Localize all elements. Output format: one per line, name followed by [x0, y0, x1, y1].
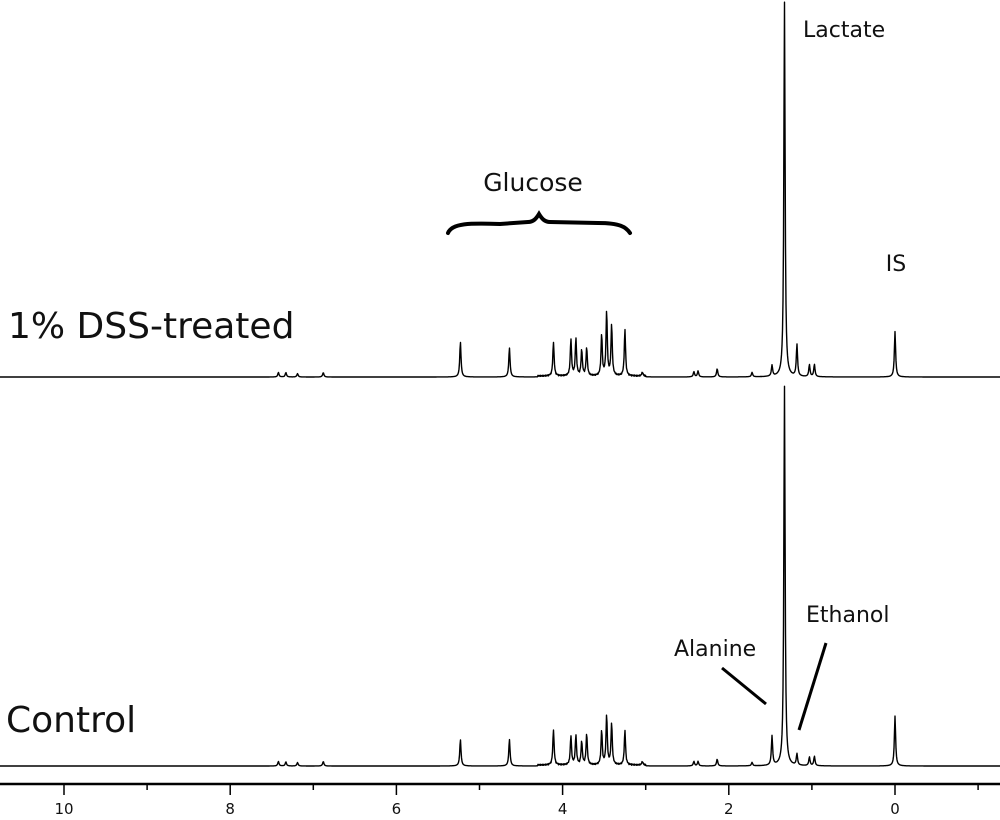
x-tick-label-6: 6: [392, 800, 402, 818]
x-axis-ticks: 10 8 6 4 2 0: [54, 784, 979, 818]
series-label-dss-treated: 1% DSS-treated: [8, 306, 294, 347]
series-label-control: Control: [6, 700, 136, 741]
annotation-lactate: Lactate: [803, 18, 885, 43]
series-line-control: [0, 385, 1000, 767]
ethanol-pointer: [797, 642, 828, 731]
glucose-brace: [446, 210, 632, 235]
alanine-pointer: [721, 666, 767, 706]
annotation-is: IS: [886, 252, 906, 277]
x-tick-label-0: 0: [890, 800, 900, 818]
x-tick-label-2: 2: [724, 800, 734, 818]
x-tick-label-10: 10: [54, 800, 73, 818]
series-line-dss-treated: [0, 1, 1000, 378]
x-tick-label-8: 8: [225, 800, 235, 818]
annotation-ethanol: Ethanol: [806, 603, 889, 628]
x-tick-label-4: 4: [558, 800, 568, 818]
annotation-glucose: Glucose: [483, 168, 583, 197]
annotation-alanine: Alanine: [674, 637, 756, 662]
